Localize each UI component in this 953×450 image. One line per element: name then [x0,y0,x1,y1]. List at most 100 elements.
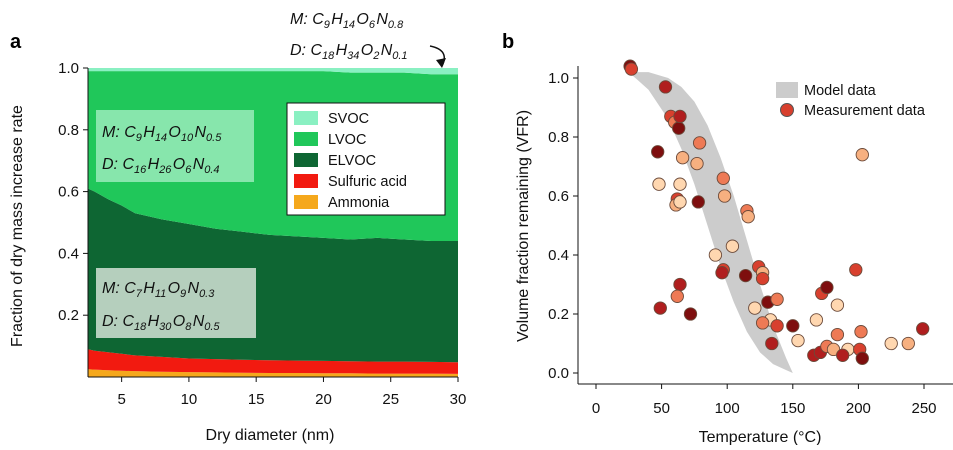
panel-b: b 0 50 100 150 200 250 0.0 0.2 0.4 0.6 0.8 1.0 Temp… [502,31,953,446]
measurement-point [786,319,800,333]
measurement-point [673,195,687,209]
measurement-point [836,348,850,362]
x-tick-label-a: 10 [181,391,198,408]
measurement-point [820,280,834,295]
legend-label-model: Model data [804,83,877,99]
measurement-point [708,248,723,262]
measurement-point [755,316,770,330]
annotation-arrowhead [436,58,446,68]
panel-b-label: b [502,31,514,53]
annotation-elvoc-line1: M: C7 H11 O9 N0.3 [102,280,216,300]
annotation-box-lvoc [96,110,254,182]
measurement-point [725,239,740,253]
legend-swatch-sulfuric-acid [294,174,318,188]
legend-swatch-model [776,82,798,98]
y-tick-label-a: 0.8 [58,122,79,139]
measurement-point [830,298,845,312]
x-tick-label-a: 15 [248,391,265,408]
area-sulfuric-acid [88,349,458,374]
x-axis-label-a: Dry diameter (nm) [206,427,335,444]
annotation-box-elvoc [96,268,256,338]
legend-label-measurement: Measurement data [804,103,926,119]
panel-a: a 5 10 15 20 25 30 0.2 0.4 0.6 0.8 1.0 Dry diamete… [9,11,466,444]
measurement-point [738,268,753,283]
y-tick-label-b: 0.8 [548,129,569,146]
measurement-point [673,277,687,292]
measurement-point [901,336,915,351]
measurement-point [691,195,705,209]
measurement-point [690,156,704,171]
measurement-point [652,177,666,191]
measurement-point [673,177,687,191]
measurement-point [855,351,869,365]
measurement-point [624,62,639,76]
y-tick-label-a: 0.6 [58,184,79,201]
y-tick-label-b: 0.2 [548,306,569,323]
y-tick-label-a: 0.4 [58,245,79,262]
x-tick-label-b: 50 [653,400,670,417]
measurement-point [741,210,755,224]
legend-swatch-ammonia [294,195,318,209]
measurement-point [809,313,824,327]
y-axis-label-a: Fraction of dry mass increase rate [9,105,26,347]
measurement-point [755,271,770,286]
panel-a-label: a [10,31,22,53]
y-tick-label-a: 1.0 [58,60,79,77]
measurement-point [830,327,845,342]
measurement-point [849,263,863,277]
x-tick-label-b: 200 [846,400,871,417]
x-tick-label-a: 30 [450,391,467,408]
y-tick-label-b: 0.0 [548,365,569,382]
measurement-point [672,121,686,135]
x-tick-label-b: 100 [715,400,740,417]
measurement-point [717,189,732,203]
annotation-lvoc-line1: M: C9 H14 O10 N0.5 [102,124,223,144]
legend-label-sulfuric-acid: Sulfuric acid [328,174,407,190]
measurement-point [855,148,869,162]
measurement-point [916,322,930,336]
measurement-point [675,151,690,165]
y-tick-label-b: 0.6 [548,188,569,205]
y-tick-label-b: 0.4 [548,247,569,264]
panel-a-axes: 5 10 15 20 25 30 0.2 0.4 0.6 0.8 1.0 [58,60,466,408]
legend-marker-measurement [780,103,794,117]
area-ammonia [88,369,458,377]
measurement-point [673,109,687,124]
annotation-lvoc-line2: D: C16 H26 O6 N0.4 [102,156,221,176]
measurement-point [658,80,673,94]
x-tick-label-a: 20 [315,391,332,408]
measurement-point [884,336,898,351]
x-tick-label-a: 25 [382,391,399,408]
measurement-point [770,292,784,306]
legend-swatch-lvoc [294,132,318,146]
x-tick-label-b: 250 [911,400,936,417]
legend-label-svoc: SVOC [328,111,369,127]
measurement-point [854,325,868,339]
measurement-point [748,301,762,315]
measurement-point [651,145,665,159]
x-tick-label-b: 150 [780,400,805,417]
legend-label-lvoc: LVOC [328,132,366,148]
measurement-point [683,307,698,321]
legend-label-ammonia: Ammonia [328,195,390,211]
legend-label-elvoc: ELVOC [328,153,376,169]
annotation-top-line2: D: C18 H34 O2 N0.1 [290,42,409,62]
annotation-elvoc-line2: D: C18 H30 O8 N0.5 [102,313,221,333]
measurement-point [715,266,729,280]
model-data-band [628,72,793,373]
legend-swatch-svoc [294,111,318,125]
x-tick-label-a: 5 [117,391,125,408]
panel-b-axes: 0 50 100 150 200 250 0.0 0.2 0.4 0.6 0.8 1.0 [548,66,953,417]
measurement-point [765,336,779,351]
measurement-point [670,289,684,303]
measurement-point [716,171,730,185]
x-tick-label-b: 0 [592,400,600,417]
legend-a: SVOC LVOC ELVOC Sulfuric acid Ammonia [286,102,446,216]
y-axis-label-b: Volume fraction remaining (VFR) [515,110,532,342]
legend-b: Model data Measurement data [776,82,926,119]
y-tick-label-b: 1.0 [548,70,569,87]
x-axis-label-b: Temperature (°C) [699,429,822,445]
measurement-point [692,136,707,150]
annotation-top-line1: M: C9 H14 O6 N0.8 [290,11,405,31]
